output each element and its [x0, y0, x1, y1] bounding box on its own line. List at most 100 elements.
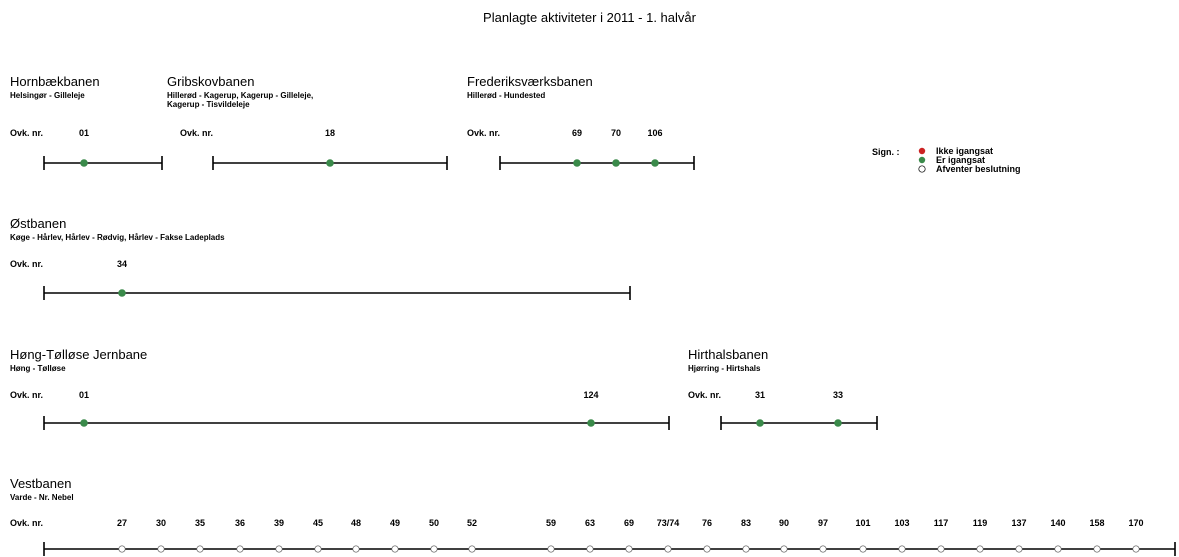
line-6-work-marker-open — [430, 545, 438, 553]
line-6-work-marker-open — [118, 545, 126, 553]
line-1-work-marker-green — [326, 159, 334, 167]
line-6-work-number: 97 — [817, 518, 829, 528]
line-6-ovk-label: Ovk. nr. — [10, 518, 44, 528]
line-6-work-marker-open — [703, 545, 711, 553]
line-1-route: Hillerød - Kagerup, Kagerup - Gilleleje, — [167, 91, 314, 100]
line-6-work-number: 49 — [389, 518, 401, 528]
line-0-route: Helsingør - Gilleleje — [10, 91, 85, 100]
line-6-work-number: 140 — [1050, 518, 1066, 528]
line-5-ovk-label: Ovk. nr. — [688, 390, 722, 400]
line-1-name: Gribskovbanen — [167, 74, 255, 89]
line-6-work-marker-open — [859, 545, 867, 553]
line-3-name: Østbanen — [10, 216, 67, 231]
line-6-work-marker-open — [157, 545, 165, 553]
line-6-work-number: 52 — [466, 518, 478, 528]
line-6-work-marker-open — [196, 545, 204, 553]
line-6-work-marker-open — [1054, 545, 1062, 553]
line-2-work-marker-green — [573, 159, 581, 167]
line-2-work-marker-green — [612, 159, 620, 167]
line-2-ovk-label: Ovk. nr. — [467, 128, 501, 138]
line-6-work-marker-open — [1015, 545, 1023, 553]
line-4-name: Høng-Tølløse Jernbane — [10, 347, 148, 362]
line-5-name: Hirthalsbanen — [688, 347, 769, 362]
line-6-work-marker-open — [742, 545, 750, 553]
line-6-work-number: 59 — [545, 518, 557, 528]
line-6-work-marker-open — [236, 545, 244, 553]
line-1-route: Kagerup - Tisvildeleje — [167, 100, 250, 109]
line-6-work-number: 63 — [584, 518, 596, 528]
line-0-name: Hornbækbanen — [10, 74, 100, 89]
line-5-work-number: 31 — [754, 390, 766, 400]
line-5-work-marker-green — [756, 419, 764, 427]
line-6-work-number: 119 — [972, 518, 988, 528]
line-6-work-marker-open — [625, 545, 633, 553]
page-title: Planlagte aktiviteter i 2011 - 1. halvår — [483, 10, 696, 25]
line-6-work-number: 35 — [194, 518, 206, 528]
line-0-ovk-label: Ovk. nr. — [10, 128, 44, 138]
line-1-ovk-label: Ovk. nr. — [180, 128, 214, 138]
line-6-work-number: 101 — [855, 518, 871, 528]
line-6-route: Varde - Nr. Nebel — [10, 493, 74, 502]
line-6-work-number: 50 — [428, 518, 440, 528]
line-4-work-marker-green — [587, 419, 595, 427]
line-6-work-marker-open — [937, 545, 945, 553]
line-6-work-marker-open — [1093, 545, 1101, 553]
line-6-work-number: 137 — [1011, 518, 1027, 528]
line-6-work-marker-open — [780, 545, 788, 553]
line-3-work-marker-green — [118, 289, 126, 297]
line-6-work-number: 170 — [1128, 518, 1144, 528]
line-6-work-number: 48 — [350, 518, 362, 528]
line-4-work-number: 124 — [583, 390, 599, 400]
line-4-work-number: 01 — [78, 390, 90, 400]
line-2-work-number: 69 — [571, 128, 583, 138]
line-4-ovk-label: Ovk. nr. — [10, 390, 44, 400]
line-6-work-number: 36 — [234, 518, 246, 528]
line-6-work-number: 69 — [623, 518, 635, 528]
line-3-work-number: 34 — [116, 259, 128, 269]
line-6-work-marker-open — [898, 545, 906, 553]
line-6-work-marker-open — [314, 545, 322, 553]
line-6-work-marker-open — [819, 545, 827, 553]
line-6-work-number: 73/74 — [656, 518, 680, 528]
line-1-work-number: 18 — [324, 128, 336, 138]
line-2-work-number: 70 — [610, 128, 622, 138]
line-6-work-marker-open — [547, 545, 555, 553]
line-6-work-marker-open — [664, 545, 672, 553]
line-2-work-marker-green — [651, 159, 659, 167]
line-5-work-number: 33 — [832, 390, 844, 400]
line-6-work-marker-open — [586, 545, 594, 553]
line-6-work-number: 30 — [155, 518, 167, 528]
line-5-route: Hjørring - Hirtshals — [688, 364, 761, 373]
line-6-work-marker-open — [1132, 545, 1140, 553]
legend-marker-green — [918, 156, 926, 164]
line-6-work-marker-open — [468, 545, 476, 553]
legend-marker-red — [918, 147, 926, 155]
legend-label: Sign. : — [872, 147, 900, 157]
legend-item-awaiting: Afventer beslutning — [936, 164, 1021, 174]
line-6-work-number: 45 — [312, 518, 324, 528]
legend-item-started: Er igangsat — [936, 155, 986, 165]
line-3-route: Køge - Hårlev, Hårlev - Rødvig, Hårlev -… — [10, 233, 225, 242]
line-6-work-number: 27 — [116, 518, 128, 528]
line-6-work-marker-open — [391, 545, 399, 553]
line-5-work-marker-green — [834, 419, 842, 427]
line-6-work-number: 90 — [778, 518, 790, 528]
line-2-work-number: 106 — [647, 128, 663, 138]
line-6-work-number: 76 — [701, 518, 713, 528]
line-6-work-number: 158 — [1089, 518, 1105, 528]
line-2-name: Frederiksværksbanen — [467, 74, 593, 89]
line-6-work-number: 103 — [894, 518, 910, 528]
line-4-work-marker-green — [80, 419, 88, 427]
line-0-work-marker-green — [80, 159, 88, 167]
line-6-work-marker-open — [275, 545, 283, 553]
line-6-work-number: 83 — [740, 518, 752, 528]
line-0-work-number: 01 — [78, 128, 90, 138]
legend-item-not-started: Ikke igangsat — [936, 146, 994, 156]
legend-marker-open — [918, 165, 926, 173]
line-6-name: Vestbanen — [10, 476, 72, 491]
line-6-work-marker-open — [976, 545, 984, 553]
line-3-ovk-label: Ovk. nr. — [10, 259, 44, 269]
line-4-route: Høng - Tølløse — [10, 364, 66, 373]
